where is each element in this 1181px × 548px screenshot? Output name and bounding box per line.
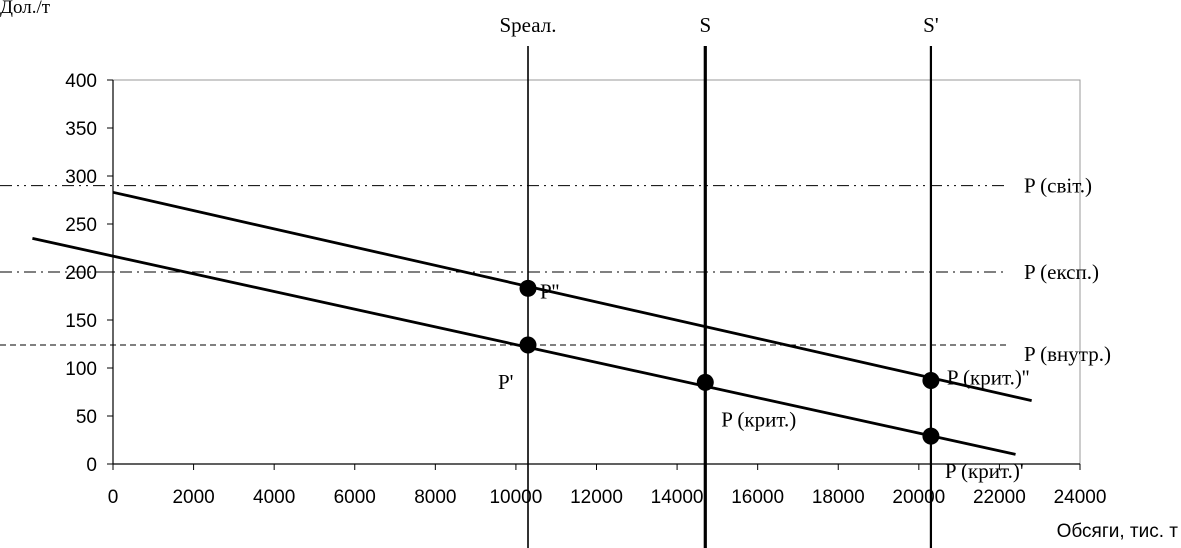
x-tick-label: 22000 bbox=[973, 487, 1026, 508]
y-tick-label: 200 bbox=[65, 263, 97, 284]
x-tick-label: 10000 bbox=[489, 487, 542, 508]
y-ticks: 0 50 100 150 200 250 300 350 400 bbox=[65, 71, 113, 476]
point-label: P'' bbox=[540, 279, 559, 303]
reference-lines-vertical bbox=[527, 46, 933, 548]
point-label: P (крит.)' bbox=[945, 459, 1024, 483]
data-point bbox=[519, 279, 537, 297]
annotation-labels: P (світ.) P (експ.) P (внутр.) Sреал. S S' P''… bbox=[498, 13, 1111, 483]
y-axis-label: Дол./т bbox=[0, 0, 51, 18]
series-lines bbox=[32, 190, 1032, 456]
horizontal-line-label: P (експ.) bbox=[1024, 260, 1099, 284]
y-tick-label: 100 bbox=[65, 359, 97, 380]
x-tick-label: 8000 bbox=[414, 487, 456, 508]
vertical-line-label: S' bbox=[923, 13, 938, 37]
vertical-line-label: S bbox=[699, 13, 711, 37]
y-tick-label: 150 bbox=[65, 311, 97, 332]
y-tick-label: 400 bbox=[65, 71, 97, 92]
x-tick-label: 12000 bbox=[570, 487, 623, 508]
x-tick-label: 16000 bbox=[731, 487, 784, 508]
y-tick-label: 50 bbox=[76, 407, 97, 428]
data-point bbox=[922, 427, 940, 445]
data-point bbox=[519, 336, 537, 354]
y-tick-label: 0 bbox=[86, 455, 97, 476]
reference-lines-horizontal bbox=[0, 185, 1008, 346]
vertical-line-label: Sреал. bbox=[500, 13, 557, 37]
y-tick-label: 300 bbox=[65, 167, 97, 188]
x-axis-label: Обсяги, тис. т bbox=[1057, 521, 1179, 542]
x-tick-label: 18000 bbox=[812, 487, 865, 508]
horizontal-line-label: P (світ.) bbox=[1024, 174, 1092, 198]
x-tick-label: 20000 bbox=[892, 487, 945, 508]
point-label: P (крит.)'' bbox=[947, 365, 1030, 389]
point-label: P' bbox=[498, 370, 513, 394]
x-tick-label: 14000 bbox=[651, 487, 704, 508]
y-tick-label: 250 bbox=[65, 215, 97, 236]
x-tick-label: 2000 bbox=[172, 487, 214, 508]
x-tick-label: 4000 bbox=[253, 487, 295, 508]
x-ticks: 0 2000 4000 6000 8000 10000 12000 14000 16000 180… bbox=[108, 464, 1107, 508]
point-label: P (крит.) bbox=[721, 407, 796, 431]
series-line bbox=[112, 190, 1032, 403]
horizontal-line-label: P (внутр.) bbox=[1024, 342, 1111, 366]
y-tick-label: 350 bbox=[65, 119, 97, 140]
x-tick-label: 0 bbox=[108, 487, 119, 508]
data-point bbox=[922, 371, 940, 389]
data-points bbox=[519, 279, 940, 445]
x-tick-label: 6000 bbox=[334, 487, 376, 508]
data-point bbox=[696, 373, 714, 391]
x-tick-label: 24000 bbox=[1054, 487, 1107, 508]
